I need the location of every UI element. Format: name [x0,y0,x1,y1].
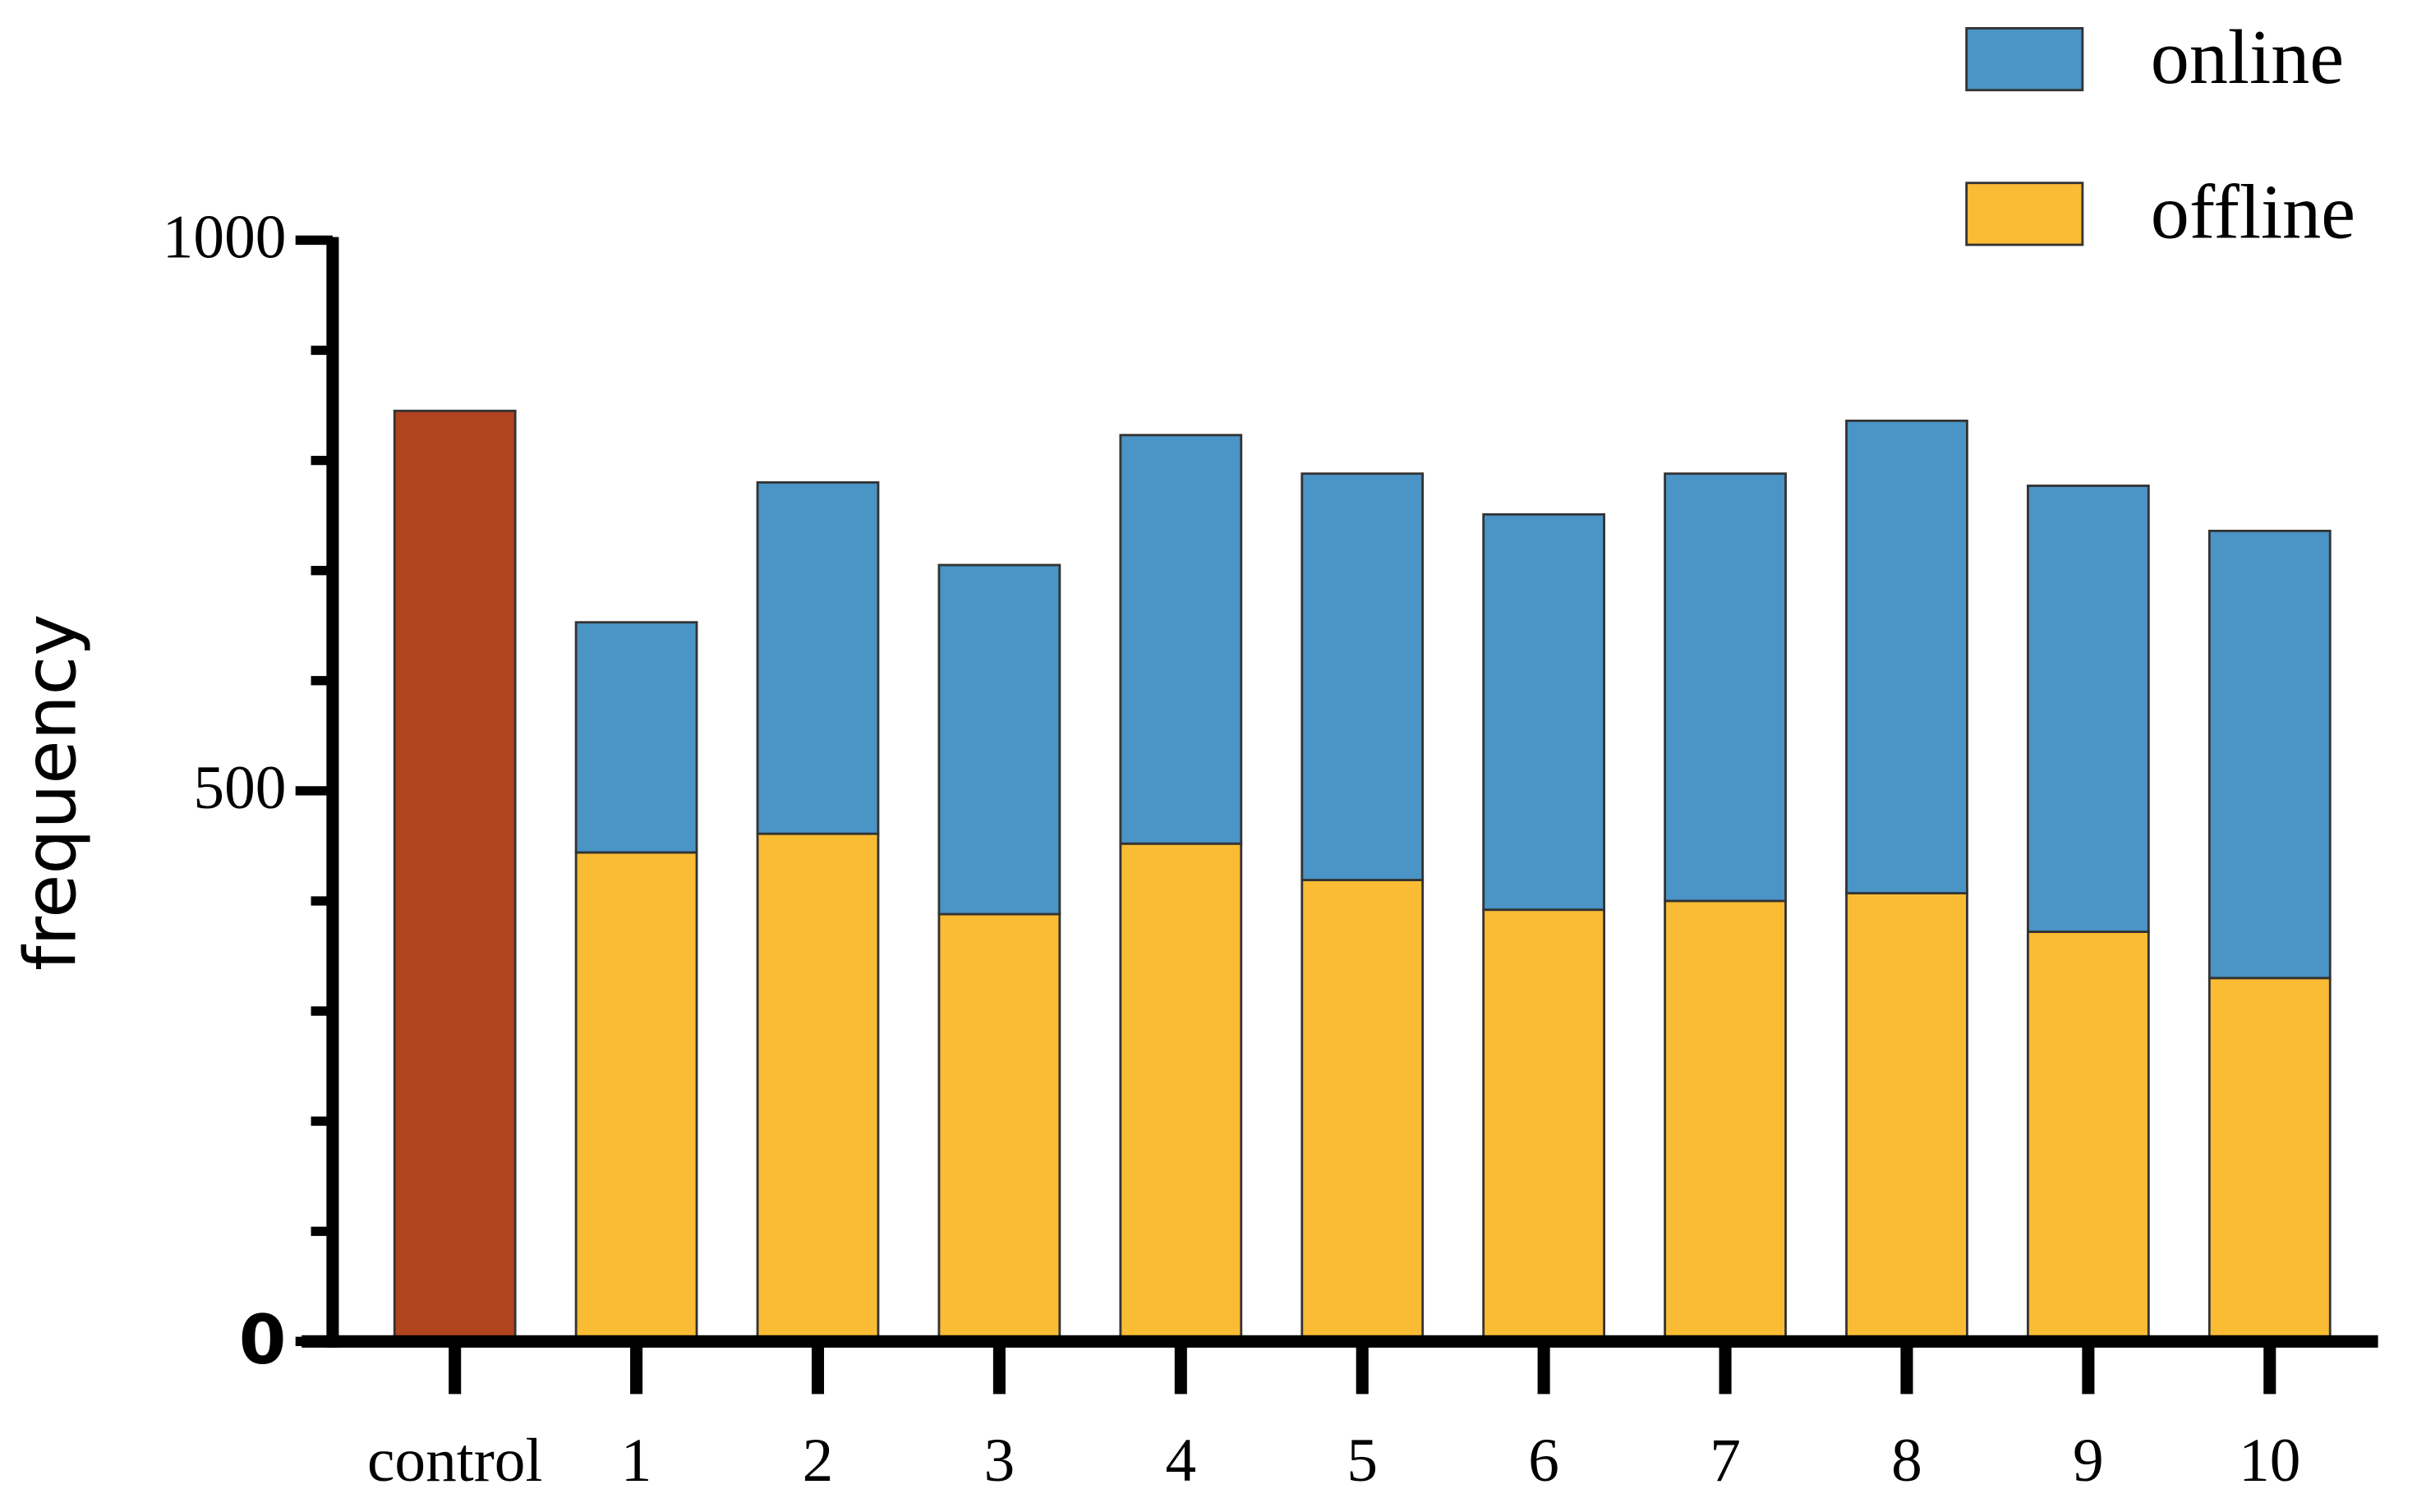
bar-segment [937,563,1061,916]
bar-segment [1119,434,1243,845]
bar-segment [2027,485,2150,933]
bar-segment [756,481,880,835]
bar-segment [937,912,1061,1343]
x-tick-label: 9 [2073,1427,2104,1495]
bar-segment [1664,472,1787,903]
legend-label: online [2151,15,2344,100]
bar-segment [1845,419,1968,894]
x-tick-label: 7 [1710,1427,1741,1495]
bar-segment [2207,977,2332,1343]
x-tick-label: 6 [1528,1427,1559,1495]
bar-segment [574,851,698,1343]
bar-segment [1300,472,1425,881]
x-tick-label: 10 [2239,1427,2300,1495]
bar-segment [1482,512,1606,912]
x-tick-label: 4 [1165,1427,1196,1495]
bar-segment [2207,530,2332,980]
y-axis-label: frequency [11,614,93,971]
bar-segment [1119,842,1243,1343]
legend-swatch [1965,26,2084,92]
x-tick-label: 8 [1891,1427,1922,1495]
bar-segment [1300,879,1425,1343]
legend-swatch [1965,182,2084,246]
bar-segment [2027,931,2150,1343]
x-tick-label: 3 [984,1427,1015,1495]
legend-label: offline [2151,170,2355,255]
y-tick-label: 500 [193,754,286,822]
bar-segment [1664,899,1787,1343]
bar-segment [1482,908,1606,1343]
bar-segment [393,409,517,1343]
x-tick-label: 1 [621,1427,652,1495]
x-tick-label: control [367,1427,542,1495]
bar-segment [1845,892,1968,1343]
x-tick-label: 5 [1346,1427,1378,1495]
bar-segment [756,832,880,1343]
y-tick-label: 0 [239,1300,287,1380]
y-tick-label: 1000 [163,203,287,271]
x-tick-label: 2 [803,1427,834,1495]
bar-segment [574,621,698,854]
